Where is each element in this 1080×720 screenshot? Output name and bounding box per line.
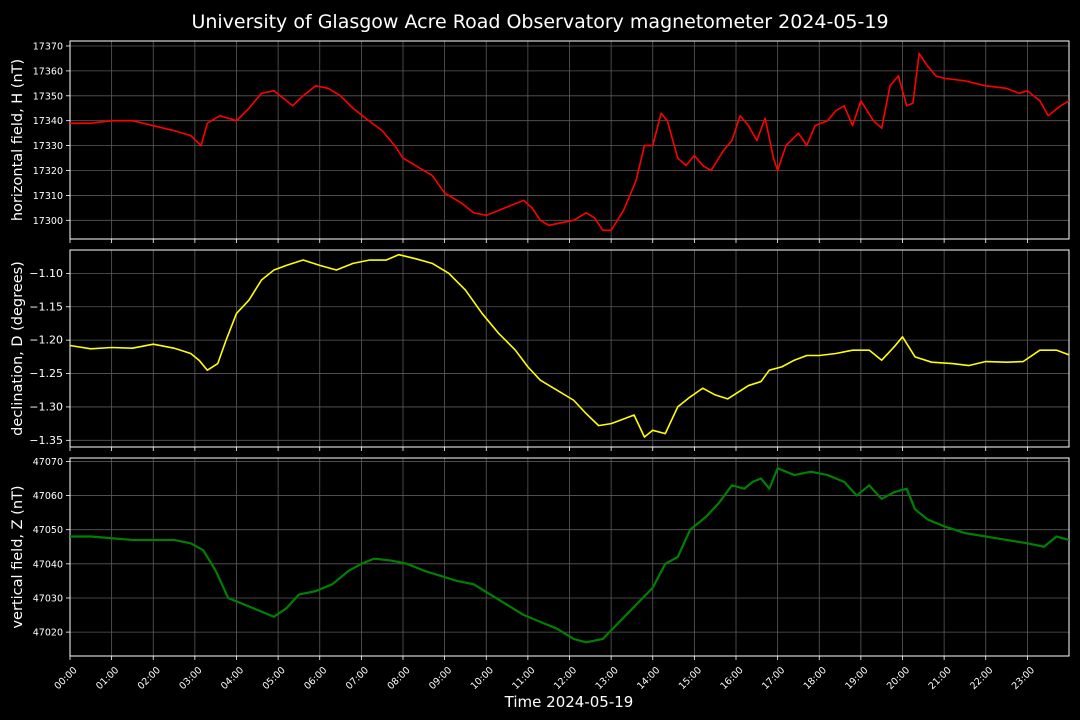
h-field-y-tick-label: 17320 xyxy=(33,166,63,177)
declination-y-tick-label: −1.15 xyxy=(29,300,63,313)
declination-y-tick-label: −1.25 xyxy=(29,367,63,380)
h-field-y-tick-label: 17330 xyxy=(33,141,63,152)
h-field-frame xyxy=(69,40,1070,240)
declination-frame xyxy=(69,249,1070,448)
h-field-y-axis-label: horizontal field, H (nT) xyxy=(10,59,26,221)
declination-y-axis-label: declination, D (degrees) xyxy=(10,261,26,436)
declination-panel: −1.10 −1.15 −1.20 −1.25 −1.30 −1.35declinatio… xyxy=(10,249,1070,451)
h-field-y-tick-label: 17310 xyxy=(33,191,63,202)
z-field-y-tick-label: 47030 xyxy=(33,593,63,604)
declination-y-tick-label: −1.30 xyxy=(29,400,63,413)
chart-title: University of Glasgow Acre Road Observat… xyxy=(191,11,888,33)
z-field-y-tick-label: 47040 xyxy=(33,559,63,570)
z-field-series-line xyxy=(70,467,1069,644)
declination-series-line xyxy=(70,253,1069,438)
h-field-series-line xyxy=(70,52,1069,232)
h-field-y-tick-label: 17340 xyxy=(33,116,63,127)
declination-y-tick-label: −1.10 xyxy=(29,267,63,280)
h-field-y-tick-label: 17360 xyxy=(33,66,63,77)
z-field-y-axis-label: vertical field, Z (nT) xyxy=(10,485,26,628)
h-field-y-tick-label: 17300 xyxy=(33,216,63,227)
h-field-panel: 17300 17310 17320 17330 17340 17350 17360 17370… xyxy=(10,40,1070,243)
x-axis-label: Time 2024-05-19 xyxy=(504,693,634,711)
z-field-y-tick-label: 47060 xyxy=(33,491,63,502)
h-field-y-tick-label: 17350 xyxy=(33,91,63,102)
declination-y-tick-label: −1.20 xyxy=(29,334,63,347)
h-field-y-tick-label: 17370 xyxy=(33,41,63,52)
z-field-frame xyxy=(69,457,1070,657)
z-field-y-tick-label: 47070 xyxy=(33,457,63,468)
z-field-y-tick-label: 47050 xyxy=(33,525,63,536)
declination-y-tick-label: −1.35 xyxy=(29,434,63,447)
z-field-y-tick-label: 47020 xyxy=(33,628,63,639)
